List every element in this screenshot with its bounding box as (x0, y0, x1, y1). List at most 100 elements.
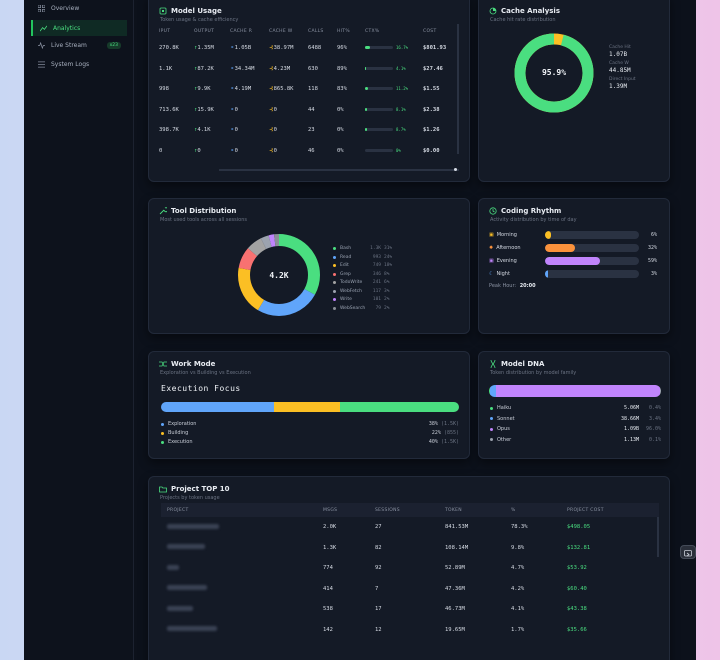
cell-msgs: 2.0K (323, 524, 337, 531)
tool-slice-edit (238, 234, 320, 316)
cache-stat: Cache W 44.85M (609, 61, 631, 74)
col-output[interactable]: OUTPUT (194, 28, 215, 34)
col-ctx[interactable]: CTX% (365, 28, 380, 34)
table-row[interactable]: 142 12 19.65M 1.7% $35.66 (161, 620, 659, 641)
col-input[interactable]: IPUT (159, 28, 171, 34)
col-token[interactable]: TOKEN (445, 503, 511, 517)
work-mode-segment-building (274, 402, 340, 412)
cell-cache-w: ⊰0 (269, 147, 277, 154)
sidebar-item-overview[interactable]: Overview (31, 0, 127, 16)
work-mode-bar (161, 402, 459, 412)
coding-rhythm-subtitle: Activity distribution by time of day (490, 217, 577, 223)
table-vertical-scrollbar[interactable] (457, 24, 459, 154)
feedback-icon (684, 543, 692, 562)
peak-hour-value: 20:00 (519, 283, 536, 289)
cell-cache-r: ⚬0 (230, 127, 238, 134)
shuffle-icon (159, 360, 167, 368)
cell-hit: 0% (337, 127, 344, 134)
tool-donut-center: 4.2K (269, 271, 289, 280)
col-sessions[interactable]: SESSIONS (375, 503, 445, 517)
cell-msgs: 538 (323, 606, 333, 613)
cell-cache-w: ⊰865.8K (269, 86, 294, 93)
list-icon (37, 60, 45, 68)
sidebar-item-live-stream[interactable]: Live Stream x23 (31, 37, 127, 53)
col-project-cost[interactable]: PROJECT COST (567, 503, 659, 517)
table-row[interactable]: 998 ↑9.9K ⚬4.19M ⊰865.8K 118 83% 11.2% $1.55 (159, 79, 459, 100)
work-mode-segment-exploration (161, 402, 275, 412)
rhythm-row-night: ☾ Night 3% (489, 270, 657, 278)
sidebar-item-analytics[interactable]: Analytics (31, 20, 127, 36)
cell-token: 841.53M (445, 524, 469, 531)
ctx-bar (365, 148, 393, 152)
cell-sessions: 27 (375, 524, 382, 531)
table-row[interactable]: 713.6K ↑15.9K ⚬0 ⊰0 44 0% 8.1% $2.38 (159, 100, 459, 121)
cell-input: 1.1K (159, 65, 173, 72)
sidebar-item-label: System Logs (51, 60, 90, 68)
cell-sessions: 92 (375, 565, 382, 572)
cell-cost: $2.38 (423, 106, 440, 113)
table-horizontal-scrollbar[interactable] (219, 168, 459, 171)
table-row[interactable]: 538 17 46.73M 4.1% $43.38 (161, 599, 659, 620)
cell-cost: $27.46 (423, 65, 443, 72)
cell-hit: 96% (337, 45, 347, 52)
col-cache-w[interactable]: CACHE W (269, 28, 293, 34)
table-row[interactable]: 270.8K ↑1.35M ⚬1.05B ⊰38.97M 6488 96% 16.7% $80… (159, 38, 459, 59)
cell-sessions: 17 (375, 606, 382, 613)
table-row[interactable]: 398.7K ↑4.1K ⚬0 ⊰0 23 0% 8.7% $1.26 (159, 120, 459, 141)
model-dna-bar (489, 385, 661, 397)
table-row[interactable]: 2.0K 27 841.53M 78.3% $498.05 (161, 517, 659, 538)
sidebar-item-label: Overview (51, 4, 80, 12)
cell-project-redacted (161, 599, 323, 620)
cell-project-cost: $498.05 (567, 524, 591, 531)
cell-cache-r: ⚬34.34M (230, 65, 255, 72)
cell-output: ↑15.9K (194, 106, 214, 113)
wrench-icon (159, 207, 169, 215)
cell-cache-r: ⚬4.19M (230, 86, 252, 93)
cell-pct: 78.3% (511, 524, 528, 531)
table-row[interactable]: 414 7 47.36M 4.2% $60.40 (161, 579, 659, 600)
sidebar-item-label: Live Stream (51, 41, 87, 49)
col-cache-r[interactable]: CACHE R (230, 28, 253, 34)
cell-msgs: 1.3K (323, 544, 337, 551)
model-dna-legend-item: Other 1.13M 0.1% (490, 437, 661, 443)
cell-project-cost: $53.92 (567, 565, 587, 572)
cell-input: 398.7K (159, 127, 179, 134)
cell-sessions: 7 (375, 585, 379, 592)
project-table-scrollbar[interactable] (657, 517, 659, 557)
col-project[interactable]: PROJECT (161, 503, 323, 517)
cell-sessions: 12 (375, 626, 382, 633)
rhythm-row-afternoon: ✹ Afternoon 32% (489, 244, 657, 252)
tool-legend-item: Bash 1.3K 31% (333, 246, 392, 251)
col-calls[interactable]: CALLS (308, 28, 324, 34)
cell-calls: 118 (308, 86, 318, 93)
feedback-button[interactable] (680, 545, 696, 559)
cache-analysis-subtitle: Cache hit rate distribution (490, 17, 556, 23)
cell-cache-r: ⚬0 (230, 106, 238, 113)
cell-output: ↑87.2K (194, 65, 214, 72)
cell-pct: 9.8% (511, 544, 525, 551)
col-cost[interactable]: COST (423, 28, 437, 34)
table-row[interactable]: 0 ↑0 ⚬0 ⊰0 46 0% 0% $0.00 (159, 141, 459, 162)
moon-icon: ☾ (489, 271, 494, 277)
model-usage-table: IPUT OUTPUT CACHE R CACHE W CALLS HIT% C… (159, 24, 459, 161)
col-hit[interactable]: HIT% (337, 28, 350, 34)
cell-input: 270.8K (159, 45, 179, 52)
cell-project-redacted (161, 517, 323, 538)
table-row[interactable]: 1.3K 82 108.14M 9.8% $132.81 (161, 538, 659, 559)
col-pct[interactable]: % (511, 503, 567, 517)
cell-cache-w: ⊰0 (269, 127, 277, 134)
cpu-icon (159, 7, 167, 15)
cell-project-cost: $132.81 (567, 544, 591, 551)
sidebar-item-system-logs[interactable]: System Logs (31, 56, 127, 72)
col-msgs[interactable]: MSGS (323, 503, 375, 517)
model-usage-title: Model Usage (159, 7, 222, 15)
cell-project-redacted (161, 558, 323, 579)
table-row[interactable]: 774 92 52.89M 4.7% $53.92 (161, 558, 659, 579)
project-top-title: Project TOP 10 (159, 485, 230, 493)
table-row[interactable]: 1.1K ↑87.2K ⚬34.34M ⊰4.23M 630 89% 4.1% $27.46 (159, 59, 459, 80)
tool-legend-item: Edit 749 18% (333, 263, 392, 268)
grid-icon (37, 4, 45, 12)
cell-project-redacted (161, 538, 323, 559)
cell-pct: 4.1% (511, 606, 525, 613)
model-dna-legend-item: Haiku 5.06M 0.4% (490, 405, 661, 411)
